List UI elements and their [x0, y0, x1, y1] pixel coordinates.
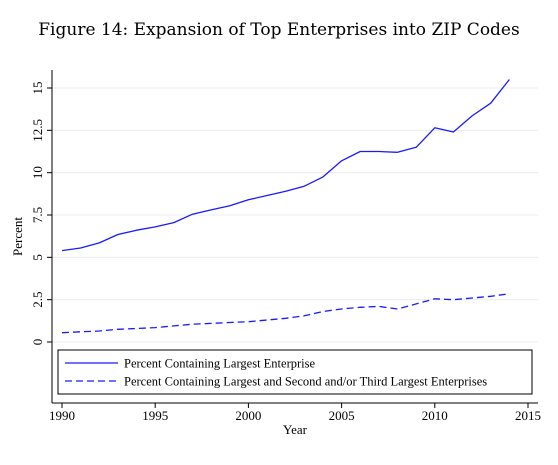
legend: Percent Containing Largest Enterprise Per…: [57, 349, 533, 395]
y-tick-label: 10: [30, 166, 45, 179]
y-tick-label: 0: [30, 339, 45, 346]
x-tick-label: 1995: [142, 408, 168, 423]
y-tick-label: 5: [30, 254, 45, 261]
x-tick-label: 2000: [235, 408, 261, 423]
x-tick-label: 2010: [422, 408, 448, 423]
y-tick-label: 2.5: [30, 292, 45, 308]
series-line-largest-enterprise: [61, 79, 510, 252]
legend-box: [57, 349, 533, 395]
x-axis-title: Year: [283, 422, 308, 437]
x-tick-label: 2015: [515, 408, 541, 423]
y-tick-label: 12.5: [30, 119, 45, 142]
y-axis-title: Percent: [10, 217, 25, 256]
figure-title: Figure 14: Expansion of Top Enterprises …: [38, 20, 520, 40]
grid-layer: [52, 87, 538, 343]
legend-label-1: Percent Containing Largest Enterprise: [124, 357, 315, 371]
x-tick-label: 1990: [49, 408, 75, 423]
y-tick-label: 7.5: [30, 207, 45, 223]
series-line-largest-and-second-third: [61, 293, 510, 334]
y-tick-label: 15: [30, 82, 45, 95]
x-tick-label: 2005: [329, 408, 355, 423]
axes-layer: 0 2.5 5 7.5 10 12.5 15 Percent 1990 1995 2000 2005 2…: [10, 70, 541, 437]
series-layer: [61, 79, 510, 334]
legend-label-2: Percent Containing Largest and Second an…: [124, 375, 487, 389]
